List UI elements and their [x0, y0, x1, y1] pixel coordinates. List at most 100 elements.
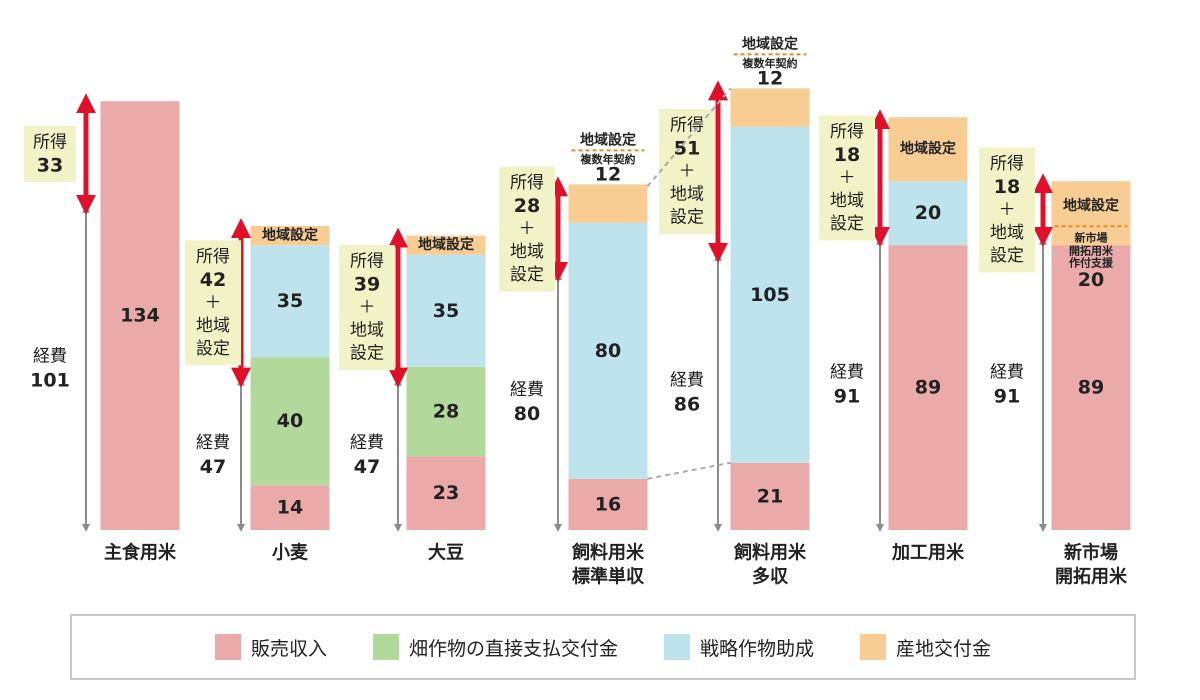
- regional-note-4-1: 複数年契約: [742, 56, 798, 70]
- category-label-0-0: 主食用米: [104, 542, 177, 564]
- income-text-6-2: ＋: [999, 200, 1016, 220]
- bar-1-strategic: [250, 245, 330, 358]
- expense-label-3: 経費: [510, 380, 544, 400]
- income-text-6-0: 所得: [990, 154, 1024, 174]
- income-text-2-2: ＋: [359, 298, 376, 318]
- bar-1-regional: [250, 226, 330, 246]
- income-text-5-2: ＋: [839, 168, 856, 188]
- regional-note-1-0: 地域設定: [262, 227, 318, 244]
- bar-label-2-upland: 28: [433, 401, 459, 423]
- category-label-5-0: 加工用米: [891, 542, 965, 564]
- bar-3-strategic: [568, 222, 648, 479]
- legend-swatch-upland: [372, 634, 399, 660]
- regional-note-6-0: 地域設定: [1063, 197, 1119, 214]
- legend-swatch-regional: [860, 634, 887, 660]
- income-text-0-1: 33: [37, 155, 63, 177]
- bar-5-sales: [888, 245, 968, 530]
- income-text-2-1: 39: [354, 274, 380, 296]
- income-box-6: [979, 147, 1035, 273]
- category-label-1-0: 小麦: [272, 542, 309, 564]
- bar-6-regional: [1051, 181, 1131, 246]
- bar-1-sales: [250, 485, 330, 530]
- income-text-5-0: 所得: [830, 122, 864, 142]
- income-box-5: [819, 115, 875, 241]
- legend-label-sales: 販売収入: [250, 637, 327, 660]
- bar-label-3-sales: 16: [595, 493, 621, 515]
- expense-value-1: 47: [200, 456, 226, 478]
- bar-2-sales: [406, 456, 486, 530]
- expense-value-2: 47: [354, 456, 380, 478]
- income-text-6-3: 地域: [990, 223, 1024, 243]
- income-text-6-4: 設定: [990, 246, 1024, 266]
- income-text-1-3: 地域: [196, 316, 230, 336]
- income-text-5-1: 18: [834, 144, 860, 166]
- income-text-3-1: 28: [514, 195, 540, 217]
- bar-label-4-strategic: 105: [750, 284, 790, 306]
- income-text-3-4: 設定: [510, 265, 544, 285]
- bar-label-3-regional: 12: [595, 163, 621, 185]
- bar-label-5-strategic: 20: [915, 202, 941, 224]
- bar-label-4-regional: 12: [757, 67, 783, 89]
- income-text-2-4: 設定: [350, 344, 384, 364]
- legend-label-regional: 産地交付金: [896, 637, 992, 660]
- legend-item-regional: 産地交付金: [860, 634, 991, 661]
- expense-value-0: 101: [30, 369, 70, 391]
- bar-6-sales: [1051, 245, 1131, 530]
- expense-label-6: 経費: [990, 362, 1024, 382]
- expense-label-5: 経費: [830, 362, 864, 382]
- legend-swatch-strategic: [664, 634, 690, 660]
- income-text-2-0: 所得: [350, 252, 384, 272]
- regional-note-6-1: 新市場: [1075, 231, 1108, 245]
- category-label-2-0: 大豆: [428, 542, 464, 564]
- bar-label-3-strategic: 80: [595, 340, 621, 362]
- expense-value-5: 91: [834, 385, 860, 407]
- regional-note-6-3: 作付支援: [1069, 256, 1114, 270]
- income-text-6-1: 18: [994, 176, 1020, 198]
- expense-label-0: 経費: [33, 346, 67, 366]
- bar-label-5-sales: 89: [915, 377, 941, 399]
- income-text-1-1: 42: [200, 269, 226, 291]
- bar-label-1-strategic: 35: [277, 290, 303, 312]
- legend-label-upland: 畑作物の直接支払交付金: [408, 637, 618, 660]
- category-label-6-0: 新市場: [1064, 542, 1118, 564]
- connector-top: [646, 87, 732, 188]
- income-text-1-0: 所得: [196, 247, 230, 267]
- bar-label-6-sales: 89: [1078, 377, 1104, 399]
- bar-label-4-sales: 21: [757, 485, 783, 507]
- regional-note-5-0: 地域設定: [900, 140, 956, 157]
- income-text-5-3: 地域: [830, 191, 864, 211]
- regional-note-4-0: 地域設定: [742, 35, 798, 52]
- expense-label-4: 経費: [670, 370, 704, 390]
- bar-label-0-sales: 134: [120, 305, 160, 327]
- income-box-2: [339, 245, 395, 371]
- income-box-4: [659, 109, 715, 235]
- income-text-2-3: 地域: [350, 321, 384, 341]
- category-label-6-1: 開拓用米: [1055, 566, 1128, 588]
- legend-item-strategic: 戦略作物助成: [664, 634, 814, 661]
- income-text-3-0: 所得: [510, 173, 544, 193]
- income-text-3-2: ＋: [519, 219, 536, 239]
- bar-1-upland: [250, 357, 330, 486]
- regional-note-2-0: 地域設定: [418, 236, 474, 253]
- income-text-4-0: 所得: [670, 116, 704, 136]
- category-label-4-1: 多収: [752, 566, 789, 588]
- bar-3-regional: [568, 184, 648, 223]
- regional-note-3-0: 地域設定: [580, 131, 636, 148]
- bar-5-strategic: [888, 181, 968, 246]
- income-text-4-2: ＋: [679, 162, 696, 182]
- chart: 134主食用米経費101所得33144035地域設定小麦経費47所得42＋地域設…: [24, 35, 1131, 588]
- income-box-1: [185, 240, 241, 366]
- bar-label-1-sales: 14: [277, 497, 303, 519]
- category-label-4-0: 飼料用米: [733, 542, 807, 564]
- expense-label-1: 経費: [196, 433, 230, 453]
- category-label-3-0: 飼料用米: [571, 542, 645, 564]
- income-text-4-4: 設定: [670, 208, 704, 228]
- legend-item-sales: 販売収入: [214, 634, 327, 661]
- bar-2-regional: [406, 235, 486, 255]
- legend-label-strategic: 戦略作物助成: [700, 637, 815, 660]
- income-text-3-3: 地域: [510, 242, 544, 262]
- bar-label-2-strategic: 35: [433, 300, 459, 322]
- legend: 販売収入 畑作物の直接支払交付金 戦略作物助成 産地交付金: [70, 614, 1136, 680]
- bar-4-regional: [730, 88, 810, 127]
- expense-value-3: 80: [514, 403, 540, 425]
